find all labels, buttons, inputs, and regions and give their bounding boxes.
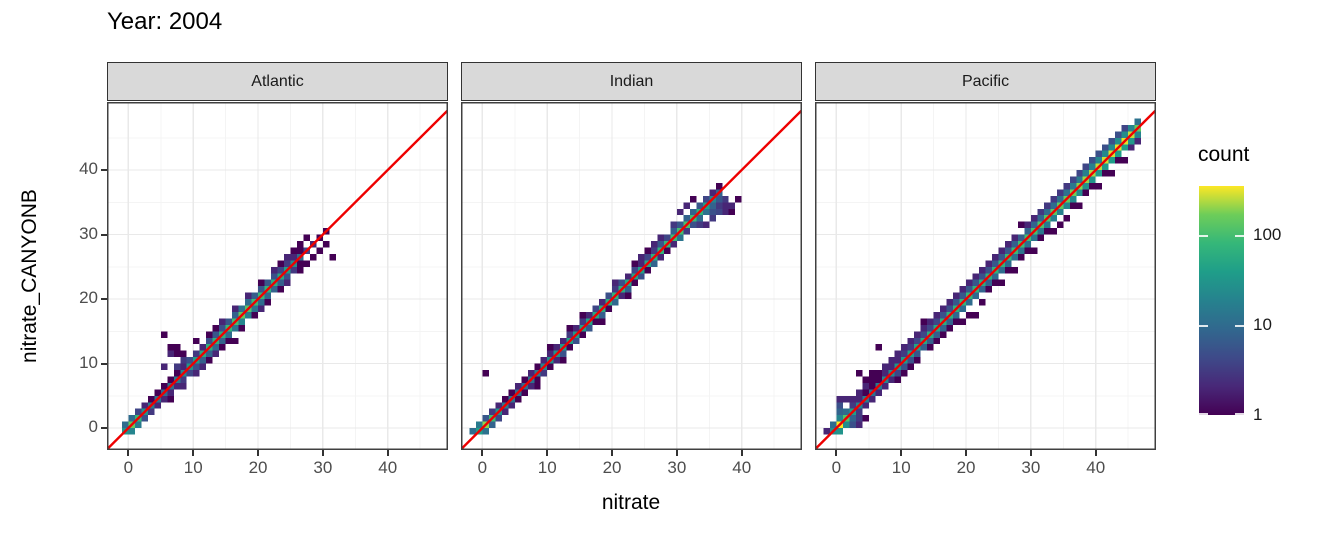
identity-line (815, 108, 1156, 450)
x-tick-mark (965, 450, 968, 456)
x-tick-mark (1094, 450, 1097, 456)
page-title: Year: 2004 (107, 8, 223, 35)
x-tick-mark (740, 450, 743, 456)
y-tick-mark (101, 362, 107, 365)
x-tick-label: 30 (1021, 458, 1041, 477)
legend-tick-mark (1235, 234, 1244, 237)
y-tick-mark (101, 427, 107, 430)
x-tick-label: 20 (602, 458, 622, 477)
facet-strip-label: Atlantic (251, 72, 304, 90)
x-tick-mark (611, 450, 614, 456)
y-tick-label: 40 (79, 159, 98, 179)
legend-tick-mark (1199, 413, 1208, 415)
panel-pacific (815, 102, 1156, 450)
x-tick-label: 0 (831, 458, 842, 477)
panel-indian (461, 102, 802, 450)
x-tick-label: 10 (891, 458, 911, 477)
x-tick-mark (127, 450, 130, 456)
y-tick-mark (101, 233, 107, 236)
x-tick-mark (257, 450, 260, 456)
facet-strip-atlantic: Atlantic (107, 62, 448, 101)
y-tick-mark (101, 298, 107, 301)
x-axis-title: nitrate (601, 491, 661, 514)
x-tick-mark (1029, 450, 1032, 456)
legend-tick-mark (1235, 324, 1244, 327)
x-tick-label: 20 (248, 458, 268, 477)
x-tick-mark (321, 450, 324, 456)
legend-colorbar (1199, 186, 1244, 415)
x-tick-label: 20 (956, 458, 976, 477)
x-tick-label: 0 (123, 458, 134, 477)
facet-strip-pacific: Pacific (815, 62, 1156, 101)
x-tick-mark (835, 450, 838, 456)
x-tick-label: 40 (378, 458, 398, 477)
x-tick-mark (675, 450, 678, 456)
x-tick-label: 0 (477, 458, 488, 477)
identity-line (107, 108, 448, 450)
legend-tick-mark (1235, 413, 1244, 415)
x-tick-label: 40 (732, 458, 752, 477)
bin-layer-atlantic (121, 228, 336, 435)
legend-label: 100 (1253, 224, 1282, 244)
x-tick-mark (192, 450, 195, 456)
x-tick-label: 40 (1086, 458, 1106, 477)
x-tick-mark (546, 450, 549, 456)
x-tick-label: 10 (183, 458, 203, 477)
facet-strip-label: Pacific (961, 72, 1010, 90)
panel-atlantic (107, 102, 448, 450)
facet-strip-indian: Indian (461, 62, 802, 101)
x-tick-label: 30 (313, 458, 333, 477)
y-tick-label: 0 (88, 417, 98, 437)
legend-tick-mark (1199, 234, 1208, 237)
legend-title: count (1198, 143, 1250, 166)
x-tick-mark (386, 450, 389, 456)
x-tick-label: 30 (667, 458, 687, 477)
legend-tick-mark (1199, 324, 1208, 327)
y-axis-title: nitrate_CANYONB (18, 189, 41, 363)
facet-strip-label: Indian (609, 72, 654, 90)
legend-label: 10 (1253, 314, 1272, 334)
x-tick-mark (481, 450, 484, 456)
legend-label: 1 (1253, 405, 1263, 424)
y-tick-label: 30 (79, 223, 98, 243)
y-tick-label: 20 (79, 288, 98, 308)
y-tick-label: 10 (79, 352, 98, 372)
x-tick-mark (900, 450, 903, 456)
y-tick-mark (101, 169, 107, 172)
identity-line (461, 108, 802, 450)
x-tick-label: 10 (537, 458, 557, 477)
